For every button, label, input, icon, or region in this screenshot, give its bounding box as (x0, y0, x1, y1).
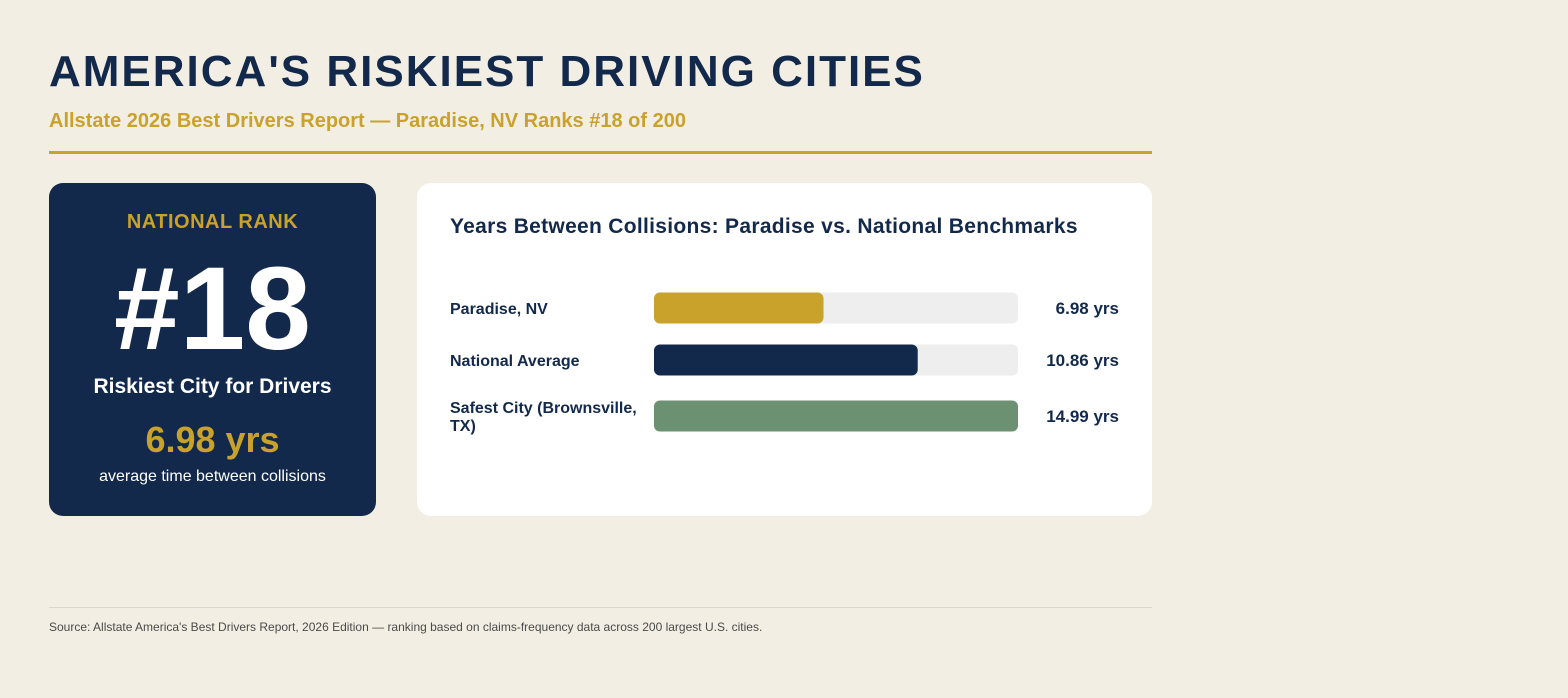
footer-divider (49, 607, 1152, 608)
bar-chart: Paradise, NV 6.98 yrs National Average 10.8… (450, 292, 1119, 435)
category-label: National Average (450, 353, 580, 370)
category-label: Paradise, NV (450, 301, 548, 318)
page-subtitle: Allstate 2026 Best Drivers Report — Para… (49, 110, 686, 132)
rank-number: #18 (114, 243, 311, 375)
rank-value: 6.98 yrs (145, 419, 280, 460)
bar (654, 292, 824, 324)
rank-caption: average time between collisions (99, 468, 326, 485)
rank-description: Riskiest City for Drivers (93, 375, 332, 398)
bar (654, 400, 1018, 432)
rank-card: NATIONAL RANK #18 Riskiest City for Driv… (49, 183, 376, 516)
category-label: Safest City (Brownsville, TX) (450, 400, 637, 435)
bar (654, 344, 918, 376)
source-note: Source: Allstate America's Best Drivers … (49, 620, 763, 634)
rank-label: NATIONAL RANK (126, 211, 299, 233)
chart-title: Years Between Collisions: Paradise vs. N… (450, 215, 1078, 238)
value-label: 14.99 yrs (1046, 407, 1119, 426)
page-title: AMERICA'S RISKIEST DRIVING CITIES (49, 47, 925, 96)
header-divider (49, 151, 1152, 154)
chart-card: Paradise, NV 6.98 yrs National Average 10.8… (417, 183, 1152, 516)
value-label: 10.86 yrs (1046, 351, 1119, 370)
value-label: 6.98 yrs (1056, 299, 1119, 318)
